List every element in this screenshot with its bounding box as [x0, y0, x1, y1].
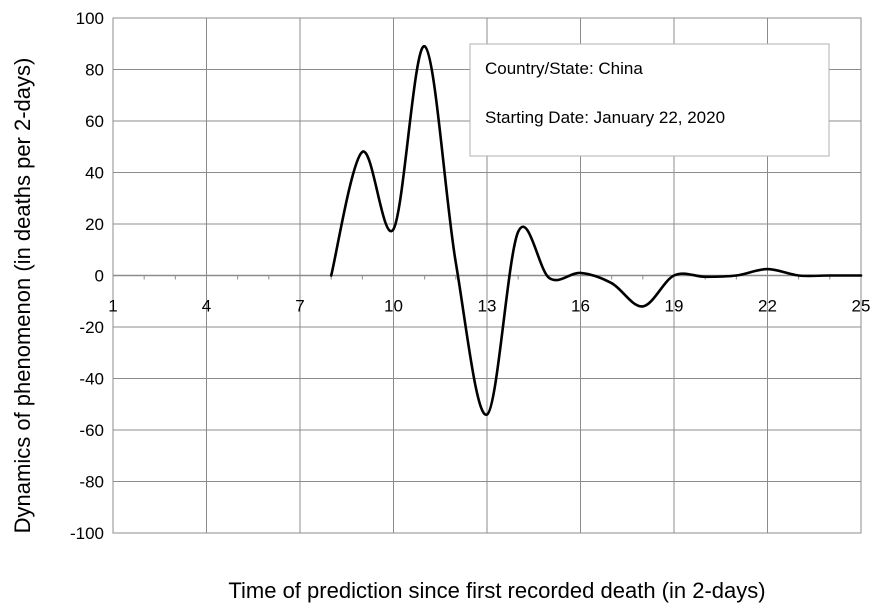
- x-tick-label: 22: [758, 297, 777, 316]
- x-tick-label: 19: [665, 297, 684, 316]
- y-tick-label: 80: [85, 61, 104, 80]
- y-axis-title: Dynamics of phenomenon (in deaths per 2-…: [10, 58, 35, 534]
- x-tick-label: 13: [478, 297, 497, 316]
- y-tick-label: -40: [79, 370, 104, 389]
- x-tick-label: 10: [384, 297, 403, 316]
- y-tick-label: -60: [79, 421, 104, 440]
- x-tick-labels: 1 4 7 10 13 16 19 22 25: [108, 297, 870, 316]
- y-tick-label: 100: [76, 9, 104, 28]
- y-tick-label: 60: [85, 112, 104, 131]
- annotation-box-frame: [469, 43, 830, 157]
- y-tick-label: 20: [85, 215, 104, 234]
- y-tick-label: -80: [79, 473, 104, 492]
- x-axis-title: Time of prediction since first recorded …: [228, 578, 765, 603]
- y-tick-label: -20: [79, 318, 104, 337]
- x-tick-label: 16: [571, 297, 590, 316]
- annotation-box: Country/State: China Starting Date: Janu…: [469, 43, 830, 157]
- x-tick-label: 7: [295, 297, 304, 316]
- annotation-country: Country/State: China: [485, 59, 643, 78]
- x-tick-label: 1: [108, 297, 117, 316]
- y-tick-label: -100: [70, 524, 104, 543]
- y-tick-label: 0: [95, 267, 104, 286]
- series-line: [329, 44, 863, 416]
- y-tick-labels: 100 80 60 40 20 0 -20 -40 -60 -80 -100: [70, 9, 104, 543]
- y-tick-label: 40: [85, 164, 104, 183]
- x-tick-label: 4: [202, 297, 211, 316]
- annotation-start-date: Starting Date: January 22, 2020: [485, 108, 725, 127]
- x-tick-label: 25: [852, 297, 871, 316]
